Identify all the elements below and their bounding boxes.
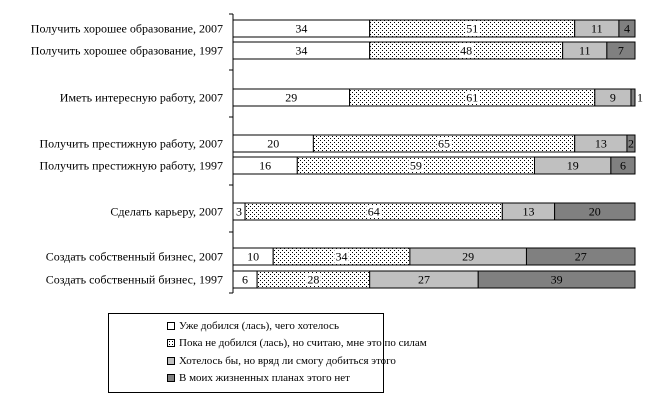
bars-layer (232, 19, 636, 289)
data-label: 20 (589, 205, 601, 219)
category-label: Получить престижную работу, 1997 (39, 159, 223, 173)
legend-swatch-lightgray (167, 356, 175, 365)
data-label: 34 (295, 44, 307, 58)
category-label: Иметь интересную работу, 2007 (60, 91, 223, 105)
bar-segment (630, 88, 636, 107)
data-label: 34 (336, 250, 348, 264)
bar-segment (525, 247, 636, 266)
data-label-bg (436, 137, 452, 150)
data-label: 64 (368, 205, 380, 219)
category-label: Получить хорошее образование, 1997 (31, 44, 223, 58)
category-label: Получить престижную работу, 2007 (39, 137, 223, 151)
data-label: 6 (620, 159, 626, 173)
legend-swatch-dotted (167, 339, 175, 348)
data-label: 7 (618, 44, 624, 58)
data-label: 20 (267, 137, 279, 151)
data-label: 61 (466, 91, 478, 105)
legend-item-feasible: Пока не добился (лась), но считаю, мне э… (167, 335, 427, 353)
data-label: 9 (610, 91, 616, 105)
data-label: 34 (295, 22, 307, 36)
legend-label: В моих жизненных планах этого нет (179, 372, 350, 385)
data-label: 11 (579, 44, 591, 58)
labels-layer: Получить хорошее образование, 2007 34 51 11… (31, 22, 643, 287)
data-label: 16 (259, 159, 271, 173)
legend-swatch-darkgray (167, 374, 175, 383)
data-label: 11 (591, 22, 603, 36)
data-label: 27 (418, 273, 430, 287)
legend-label: Пока не добился (лась), но считаю, мне э… (179, 337, 427, 350)
data-label: 39 (551, 273, 563, 287)
data-label: 1 (637, 91, 643, 105)
bar-segment (626, 134, 636, 153)
legend-item-unlikely: Хотелось бы, но вряд ли смогу добиться э… (167, 352, 396, 370)
stacked-bar-chart: Получить хорошее образование, 2007 34 51 11… (31, 13, 643, 294)
data-label-bg (458, 44, 474, 57)
bar-segment (606, 41, 636, 60)
data-label-bg (366, 205, 381, 218)
bar-segment (618, 19, 636, 38)
data-label: 2 (628, 137, 634, 151)
legend: Уже добился (лась), чего хотелось Пока н… (108, 313, 427, 393)
data-label: 59 (410, 159, 422, 173)
bar-segment (477, 270, 636, 289)
category-label: Создать собственный бизнес, 1997 (46, 273, 223, 287)
legend-label: Хотелось бы, но вряд ли смогу добиться э… (179, 354, 396, 367)
legend-swatch-white (167, 321, 175, 330)
data-label: 29 (285, 91, 297, 105)
category-label: Создать собственный бизнес, 2007 (46, 250, 223, 264)
data-label-bg (464, 91, 480, 104)
bar-segment (610, 156, 636, 175)
data-label: 13 (522, 205, 534, 219)
data-label-bg (464, 22, 480, 35)
data-label: 6 (242, 273, 248, 287)
bar-segment (554, 202, 636, 221)
data-label-bg (408, 159, 424, 172)
legend-label: Уже добился (лась), чего хотелось (179, 319, 339, 332)
category-label: Получить хорошее образование, 2007 (31, 22, 223, 36)
legend-item-not-in-plans: В моих жизненных планах этого нет (167, 370, 383, 388)
data-label: 48 (460, 44, 472, 58)
data-label: 3 (236, 205, 242, 219)
data-label: 65 (438, 137, 450, 151)
data-label: 51 (466, 22, 478, 36)
category-label: Сделать карьеру, 2007 (110, 205, 223, 219)
data-label: 4 (624, 22, 630, 36)
data-label: 10 (247, 250, 259, 264)
axis-layer (229, 13, 234, 294)
data-label: 27 (575, 250, 587, 264)
data-label-bg (306, 273, 321, 286)
data-label: 13 (595, 137, 607, 151)
data-label: 19 (567, 159, 579, 173)
data-label: 28 (307, 273, 319, 287)
data-label: 29 (462, 250, 474, 264)
data-label-bg (334, 250, 349, 263)
legend-item-achieved: Уже добился (лась), чего хотелось (167, 317, 383, 335)
